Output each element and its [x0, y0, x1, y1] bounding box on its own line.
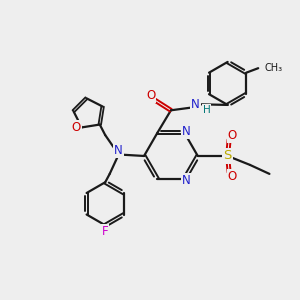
Text: N: N — [114, 144, 123, 158]
Text: H: H — [203, 105, 211, 115]
Text: O: O — [227, 170, 237, 183]
Text: O: O — [72, 121, 81, 134]
Text: O: O — [146, 89, 155, 102]
Text: F: F — [102, 225, 109, 238]
Text: S: S — [224, 149, 232, 163]
Text: N: N — [182, 125, 190, 138]
Text: N: N — [191, 98, 200, 111]
Text: N: N — [182, 174, 190, 187]
Text: O: O — [227, 129, 237, 142]
Text: CH₃: CH₃ — [265, 63, 283, 73]
